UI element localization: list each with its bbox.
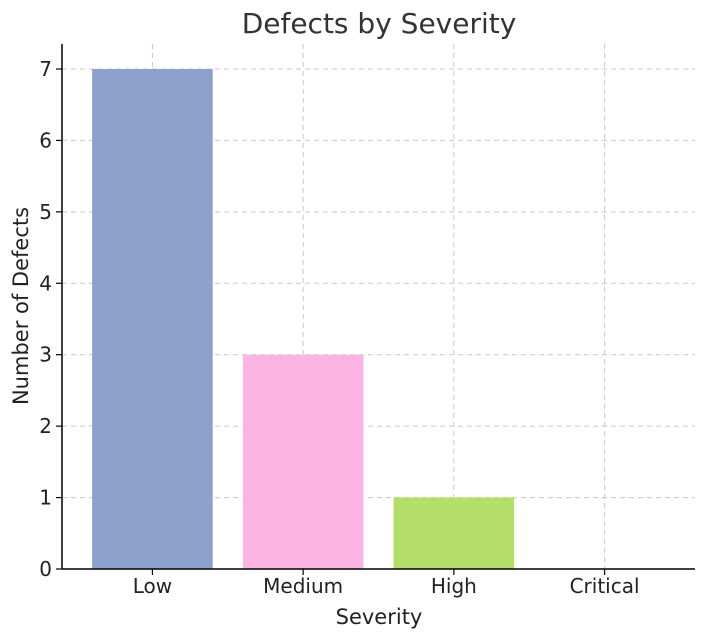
y-axis-ticks: 0 1 2 3 4 5 6 7 (39, 57, 62, 581)
y-tick-label: 7 (39, 57, 52, 81)
chart-title: Defects by Severity (242, 7, 517, 40)
x-axis-label: Severity (336, 605, 423, 629)
x-tick-label: Medium (263, 574, 343, 598)
x-tick-label: High (431, 574, 477, 598)
y-tick-label: 0 (39, 557, 52, 581)
axes (61, 44, 695, 570)
x-tick-label: Low (133, 574, 172, 598)
y-tick-label: 5 (39, 200, 52, 224)
y-tick-label: 1 (39, 486, 52, 510)
bar-medium (242, 354, 364, 569)
bar-high (393, 497, 515, 569)
bar-low (92, 69, 213, 569)
x-axis-ticks: Low Medium High Critical (133, 569, 640, 598)
y-tick-label: 3 (39, 343, 52, 367)
y-tick-label: 2 (39, 414, 52, 438)
y-tick-label: 4 (39, 271, 52, 295)
y-tick-label: 6 (39, 128, 52, 152)
y-axis-label: Number of Defects (9, 207, 33, 405)
bars (92, 69, 515, 569)
x-tick-label: Critical (570, 574, 640, 598)
